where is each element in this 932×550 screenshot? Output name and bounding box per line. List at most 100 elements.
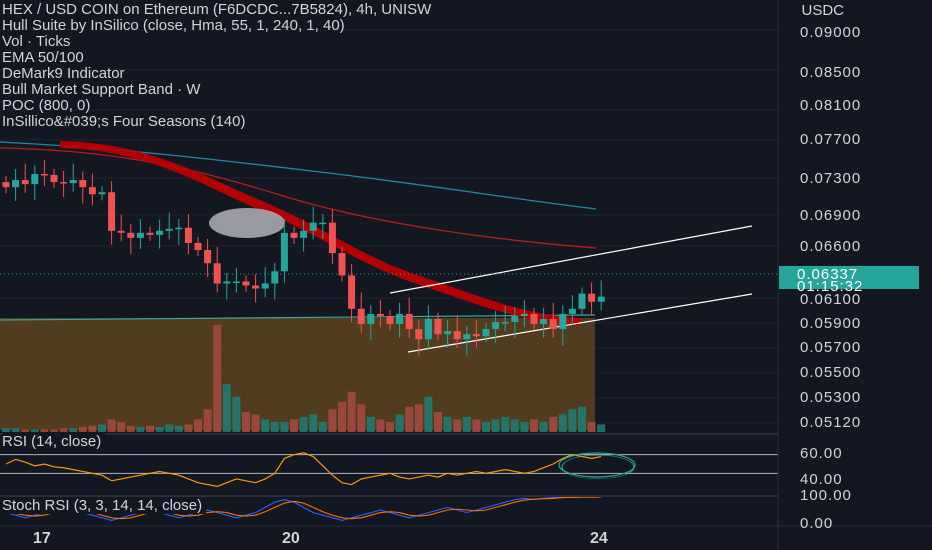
- time-tick: 17: [33, 530, 51, 547]
- candle-body: [386, 315, 394, 325]
- volume-bar: [242, 411, 250, 432]
- volume-bar: [414, 404, 423, 432]
- volume-bar: [434, 411, 442, 432]
- volume-bar: [155, 426, 164, 432]
- candle-body: [204, 250, 212, 264]
- candle-body: [530, 313, 538, 325]
- volume-bar: [472, 419, 481, 432]
- symbol-title[interactable]: HEX / USD COIN on Ethereum (F6DCDC...7B5…: [2, 1, 432, 18]
- indicator-ema[interactable]: EMA 50/100: [2, 49, 84, 66]
- time-tick: 20: [282, 530, 300, 547]
- volume-bar: [290, 419, 298, 432]
- candle-body: [242, 281, 250, 286]
- candle-body: [472, 334, 480, 337]
- volume-bar: [174, 425, 183, 432]
- candle-body: [463, 334, 471, 340]
- candle-body: [568, 308, 576, 314]
- candle-body: [12, 180, 20, 188]
- candle-body: [588, 293, 596, 302]
- candlesticks: [2, 160, 605, 356]
- candle-body: [338, 253, 346, 276]
- indicator-bull-band[interactable]: Bull Market Support Band · W: [2, 81, 201, 98]
- hull-ribbon: [60, 141, 580, 326]
- candle-body: [348, 275, 356, 309]
- current-price: 0.06337: [797, 266, 859, 283]
- candle-body: [127, 232, 135, 238]
- volume-bar: [530, 419, 538, 432]
- volume-bar: [366, 416, 375, 432]
- candle-body: [328, 222, 336, 254]
- volume-bar: [299, 416, 308, 432]
- chart-legend: HEX / USD COIN on Ethereum (F6DCDC...7B5…: [2, 2, 431, 130]
- candle-body: [319, 222, 327, 225]
- price-tick: 0.08500: [800, 64, 862, 81]
- volume-bar: [309, 414, 318, 432]
- candle-body: [357, 308, 365, 325]
- rsi-tick: 40.00: [800, 471, 843, 488]
- time-tick: 24: [590, 530, 608, 547]
- volume-bar: [11, 428, 20, 432]
- volume-bar: [251, 414, 260, 432]
- indicator-four-seasons[interactable]: InSillico&#039;s Four Seasons (140): [2, 113, 246, 130]
- indicator-volume[interactable]: Vol · Ticks: [2, 33, 71, 50]
- volume-bar: [510, 419, 519, 432]
- price-tick: 0.07300: [800, 170, 862, 187]
- candle-body: [165, 228, 173, 231]
- volume-bar: [270, 421, 279, 432]
- price-tick: 0.06100: [800, 291, 862, 308]
- volume-bar: [213, 324, 222, 432]
- volume-bar: [203, 409, 212, 432]
- volume-bar: [395, 414, 404, 432]
- rsi-pane: [0, 452, 778, 488]
- volume-bar: [59, 428, 68, 432]
- candle-body: [175, 227, 183, 230]
- volume-bar: [443, 416, 452, 432]
- volume-bar: [21, 429, 30, 432]
- candle-body: [309, 222, 317, 231]
- stoch-pane-label[interactable]: Stoch RSI (3, 3, 14, 14, close): [2, 497, 207, 514]
- candle-body: [50, 175, 58, 183]
- band-fill: [0, 318, 595, 430]
- volume-bar: [318, 421, 327, 432]
- candle-body: [434, 318, 442, 335]
- candle-body: [69, 180, 77, 184]
- volume-bar: [558, 414, 567, 432]
- candle-body: [213, 263, 221, 284]
- volume-bar: [424, 396, 433, 432]
- volume-bar: [184, 424, 193, 432]
- candle-body: [367, 313, 375, 325]
- volume-bar: [126, 425, 135, 432]
- candle-body: [252, 285, 260, 289]
- price-tick: 0.05900: [800, 315, 862, 332]
- volume-bar: [98, 424, 106, 432]
- volume-bar: [539, 421, 548, 432]
- candle-body: [300, 230, 308, 238]
- volume-bar: [597, 424, 606, 432]
- candle-body: [376, 313, 384, 316]
- candle-body: [146, 232, 154, 235]
- volume-bar: [376, 419, 385, 432]
- candle-body: [156, 230, 164, 235]
- volume-bar: [491, 419, 500, 432]
- volume-bar: [261, 419, 270, 432]
- rsi-pane-label[interactable]: RSI (14, close): [2, 433, 106, 450]
- volume-bar: [88, 425, 97, 432]
- indicator-demark[interactable]: DeMark9 Indicator: [2, 65, 125, 82]
- volume-bar: [482, 421, 490, 432]
- volume-bar: [280, 421, 289, 432]
- candle-body: [511, 315, 519, 323]
- candle-body: [424, 318, 432, 340]
- candle-body: [136, 232, 144, 238]
- indicator-poc[interactable]: POC (800, 0): [2, 97, 91, 114]
- indicator-hull[interactable]: Hull Suite by InSilico (close, Hma, 55, …: [2, 17, 345, 34]
- volume-bar: [40, 429, 49, 432]
- price-tick: 0.07700: [800, 131, 862, 148]
- candle-body: [578, 293, 586, 309]
- currency-label[interactable]: USDC: [801, 2, 844, 19]
- stoch-rsi-pane: [5, 496, 602, 521]
- candle-body: [453, 331, 461, 340]
- volume-bar: [117, 421, 126, 432]
- candle-body: [108, 192, 116, 231]
